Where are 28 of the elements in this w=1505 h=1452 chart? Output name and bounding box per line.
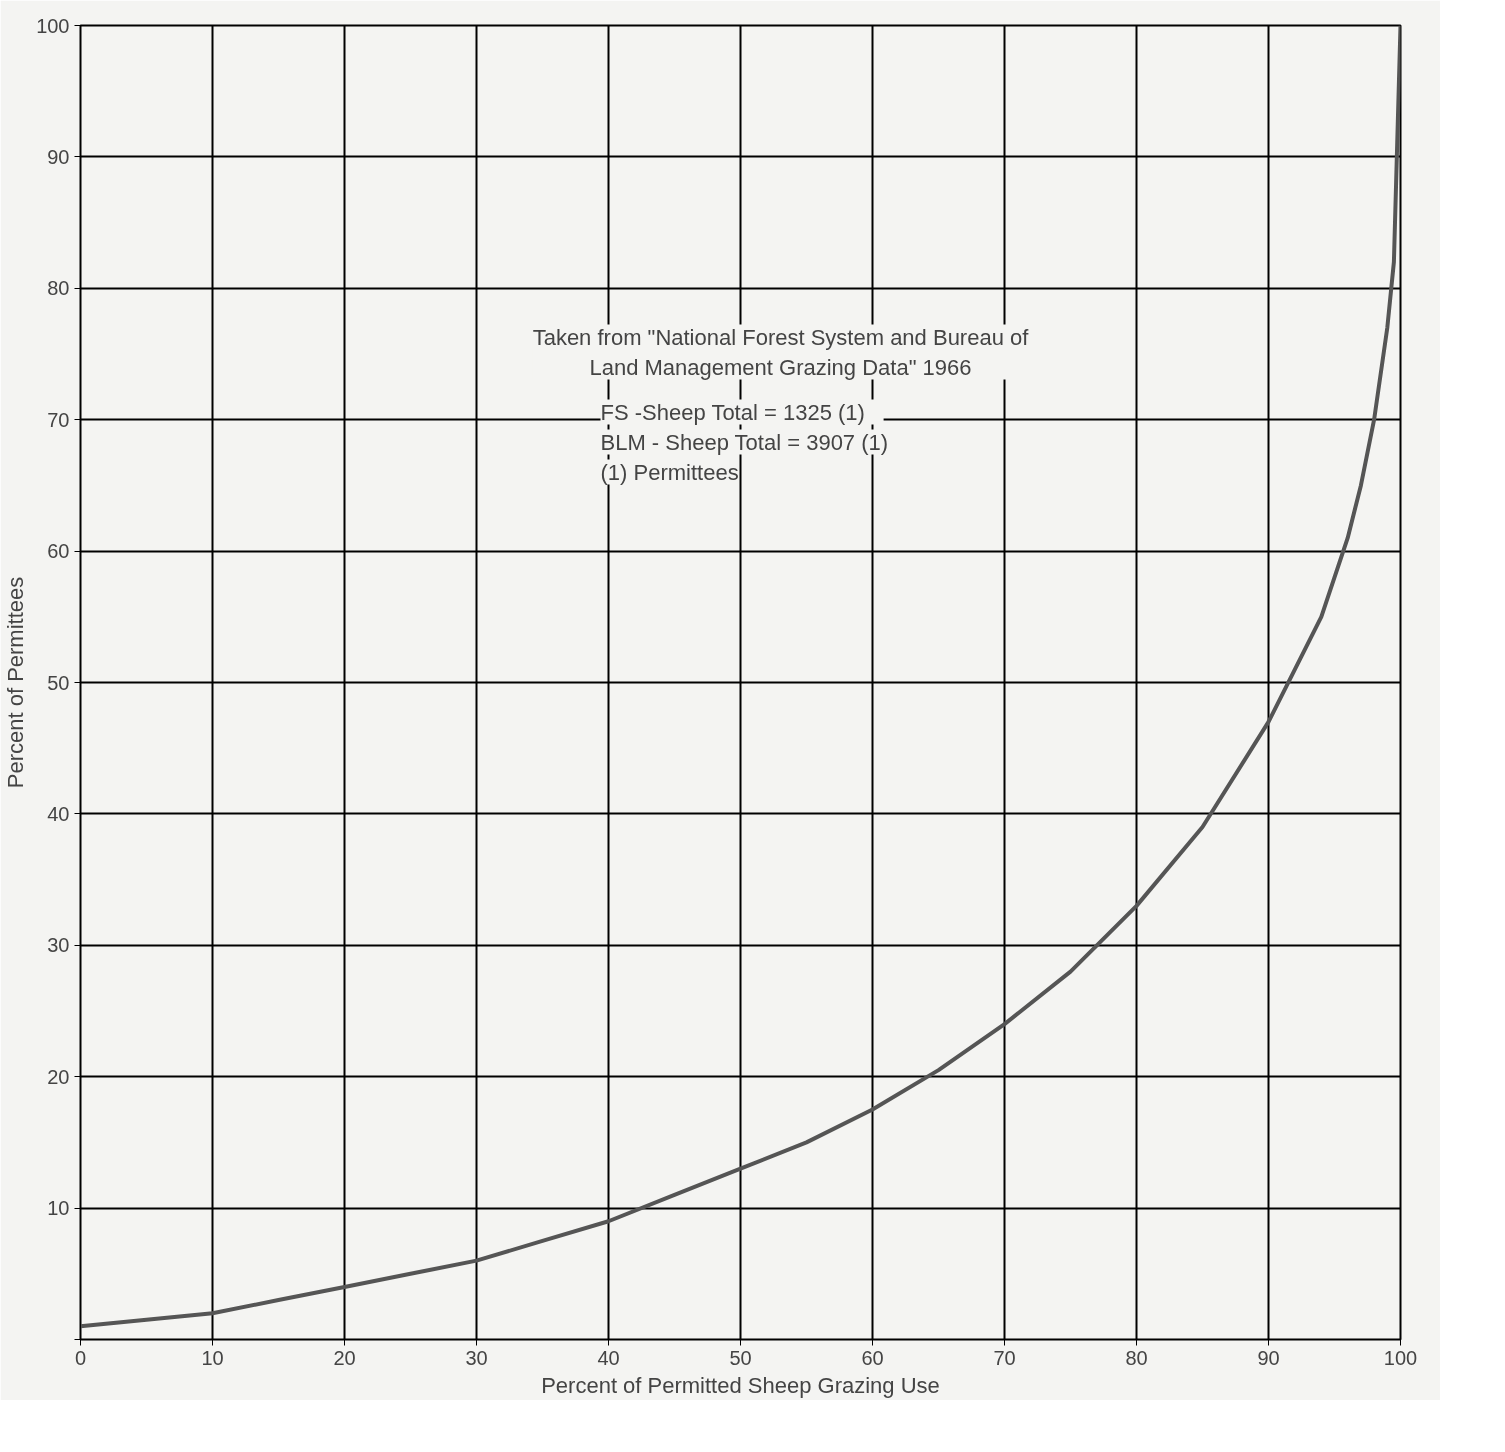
- x-tick-label: 80: [1125, 1346, 1148, 1369]
- line-series: [80, 25, 1401, 1329]
- x-tick-label: 70: [993, 1346, 1016, 1369]
- x-tick-label: 100: [1383, 1346, 1418, 1369]
- x-tick-label: 20: [333, 1346, 356, 1369]
- y-tick-label: 60: [47, 540, 70, 563]
- y-tick-label: 100: [36, 14, 70, 37]
- annotation: BLM - Sheep Total = 3907 (1): [600, 429, 889, 455]
- x-tick-label: 50: [729, 1346, 752, 1369]
- y-tick-label: 50: [47, 671, 70, 694]
- y-tick-label: 30: [47, 934, 70, 957]
- y-tick-label: 70: [47, 408, 70, 431]
- y-axis-title: Percent of Permittees: [3, 576, 29, 789]
- annotation: Taken from "National Forest System and Bureau of Land Management Grazing Data" 1966: [532, 324, 1030, 380]
- y-tick-label: 80: [47, 277, 70, 300]
- x-tick-label: 40: [597, 1346, 620, 1369]
- annotation: FS -Sheep Total = 1325 (1): [600, 399, 865, 425]
- y-tick-label: 90: [47, 145, 70, 168]
- y-tick-label: 40: [47, 802, 70, 825]
- x-tick-label: 90: [1257, 1346, 1280, 1369]
- y-tick-label: 20: [47, 1065, 70, 1088]
- x-tick-label: 60: [861, 1346, 884, 1369]
- annotation: (1) Permittees: [600, 459, 739, 485]
- x-tick-label: 0: [74, 1346, 87, 1369]
- x-tick-label: 30: [465, 1346, 488, 1369]
- y-tick-label: 10: [47, 1197, 70, 1220]
- x-axis-title: Percent of Permitted Sheep Grazing Use: [541, 1372, 940, 1398]
- x-tick-label: 10: [201, 1346, 224, 1369]
